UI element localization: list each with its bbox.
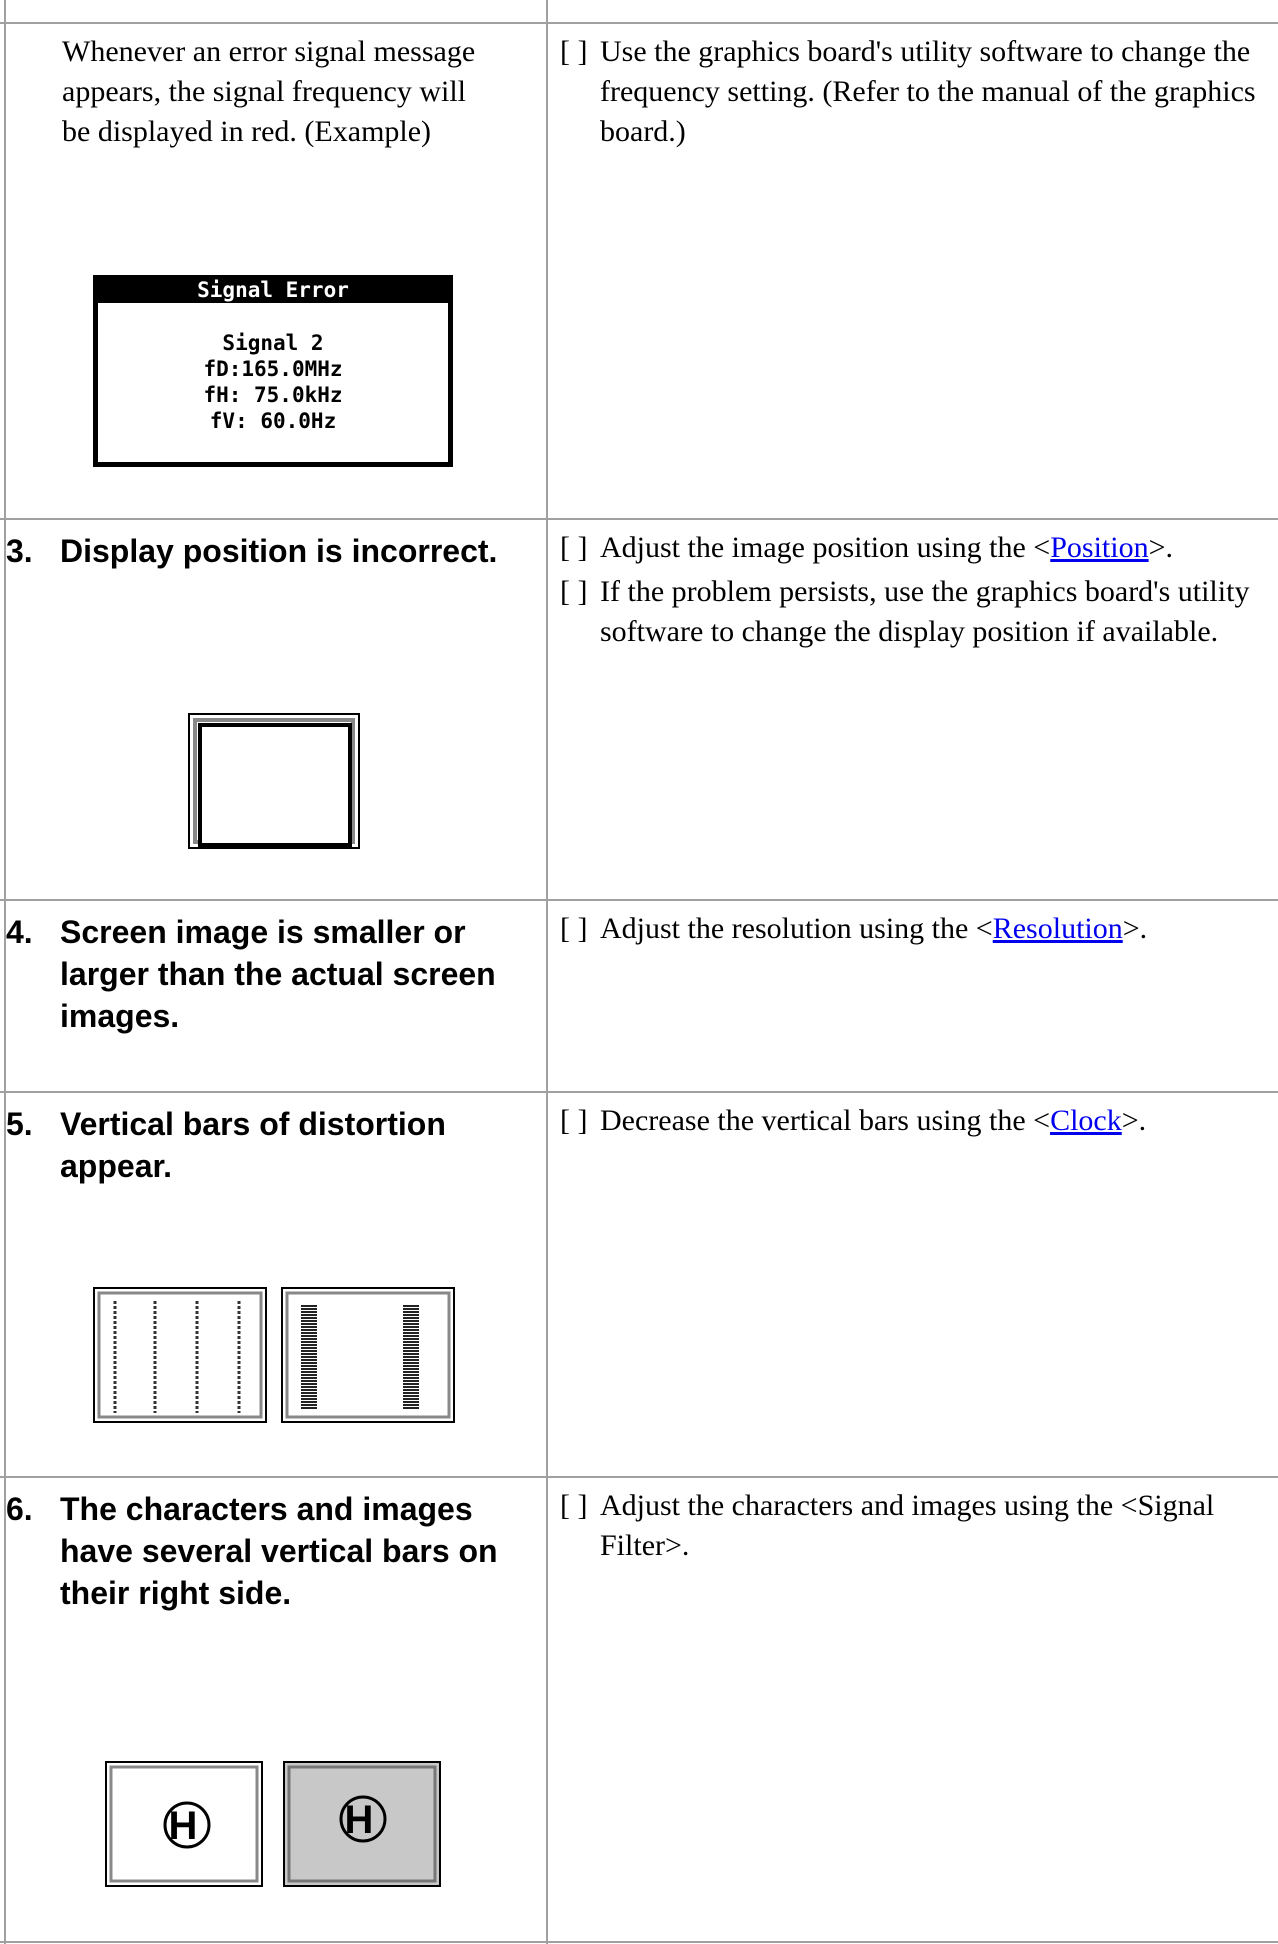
row-border (0, 1091, 1278, 1093)
solutions: [ ] Use the graphics board's utility soft… (560, 32, 1270, 156)
bars-icon (93, 1287, 455, 1423)
column-border (546, 0, 548, 1944)
link[interactable]: Resolution (992, 912, 1123, 945)
problem-heading: 6. The characters and images have several… (6, 1488, 526, 1614)
svg-text:H: H (169, 1804, 198, 1848)
column-border (4, 0, 6, 1944)
signal-line: Signal 2 (222, 331, 323, 355)
problem-text: Vertical bars of distortion appear. (60, 1106, 446, 1184)
solution-text: Adjust the image position using the < (600, 531, 1051, 564)
solution: [ ] Adjust the characters and images usin… (560, 1486, 1270, 1566)
link[interactable]: Clock (1050, 1104, 1122, 1137)
checkbox-marker: [ ] (560, 1489, 588, 1522)
checkbox-marker: [ ] (560, 35, 588, 68)
row-border (0, 22, 1278, 24)
solution: [ ] Adjust the image position using the <… (560, 528, 1270, 568)
solution: [ ] Use the graphics board's utility soft… (560, 32, 1270, 152)
signal-line: fD:165.0MHz (203, 357, 342, 381)
solution-text: >. (1122, 912, 1148, 945)
solutions: [ ] Adjust the characters and images usin… (560, 1486, 1270, 1570)
filter-icon: H H (105, 1761, 441, 1887)
problem-number: 4. (6, 914, 33, 950)
monitor-icon (188, 713, 360, 849)
solution: [ ] Decrease the vertical bars using the … (560, 1101, 1270, 1141)
checkbox-marker: [ ] (560, 531, 588, 564)
solutions: [ ] Decrease the vertical bars using the … (560, 1101, 1270, 1145)
problem-number: 5. (6, 1106, 33, 1142)
row-border (0, 1941, 1278, 1943)
solution-text: >. (1121, 1104, 1147, 1137)
checkbox-marker: [ ] (560, 575, 588, 608)
problem-heading: 5. Vertical bars of distortion appear. (6, 1103, 526, 1187)
solutions: [ ] Adjust the image position using the <… (560, 528, 1270, 656)
solution: [ ] Adjust the resolution using the <Reso… (560, 909, 1270, 949)
signal-line: fV: 60.0Hz (210, 409, 336, 433)
link[interactable]: Position (1050, 531, 1149, 564)
solution-text: Adjust the characters and images using t… (600, 1489, 1215, 1562)
solution-text: Decrease the vertical bars using the < (600, 1104, 1051, 1137)
solution-text: Adjust the resolution using the < (600, 912, 993, 945)
problem-text: The characters and images have several v… (60, 1491, 498, 1611)
signal-error-title: Signal Error (197, 278, 349, 302)
row-border (0, 1476, 1278, 1478)
solution-text: >. (1148, 531, 1174, 564)
checkbox-marker: [ ] (560, 912, 588, 945)
problem-text: Display position is incorrect. (60, 533, 498, 569)
signal-error-box: Signal Error Signal 2 fD:165.0MHz fH: 75… (93, 275, 453, 467)
svg-text:H: H (345, 1798, 374, 1842)
checkbox-marker: [ ] (560, 1104, 588, 1137)
solution-text: Use the graphics board's utility softwar… (600, 35, 1256, 148)
problem-text: Screen image is smaller or larger than t… (60, 914, 496, 1034)
solution: [ ] If the problem persists, use the grap… (560, 572, 1270, 652)
signal-line: fH: 75.0kHz (203, 383, 342, 407)
row-border (0, 518, 1278, 520)
solutions: [ ] Adjust the resolution using the <Reso… (560, 909, 1270, 953)
description: Whenever an error signal message appears… (62, 35, 476, 148)
problem-number: 3. (6, 533, 33, 569)
row-border (0, 899, 1278, 901)
problem-heading: 3. Display position is incorrect. (6, 530, 526, 572)
problem-heading: 4. Screen image is smaller or larger than… (6, 911, 526, 1037)
problem-number: 6. (6, 1491, 33, 1527)
solution-text: If the problem persists, use the graphic… (600, 575, 1250, 648)
